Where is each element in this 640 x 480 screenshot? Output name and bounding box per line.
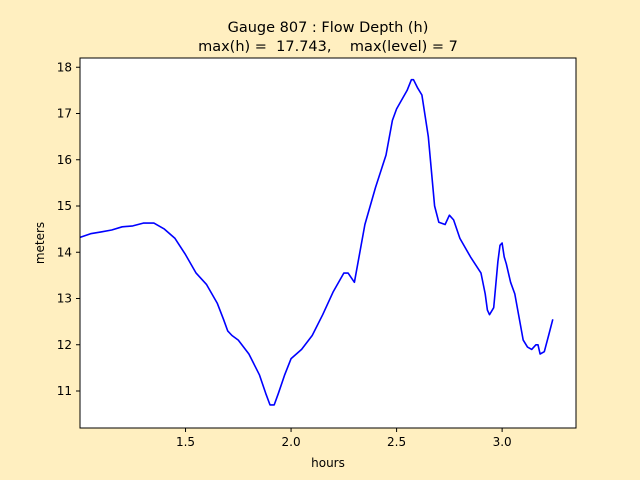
x-tick-label: 3.0	[493, 435, 512, 449]
x-axis-label: hours	[311, 456, 345, 470]
y-tick-label: 11	[57, 384, 72, 398]
x-tick-label: 2.0	[282, 435, 301, 449]
chart-title: Gauge 807 : Flow Depth (h)	[228, 20, 429, 36]
y-tick-label: 14	[57, 245, 72, 259]
plot-frame	[79, 57, 577, 429]
chart-subtitle: max(h) = 17.743, max(level) = 7	[198, 39, 458, 55]
y-tick-label: 17	[57, 107, 72, 121]
x-axis: 1.5 2.0 2.5 3.0	[176, 428, 512, 449]
y-axis: 11 12 13 14 15 16 17 18	[57, 60, 80, 398]
plot-area	[80, 58, 576, 428]
y-tick-label: 12	[57, 338, 72, 352]
series-line	[79, 78, 554, 406]
y-tick-label: 13	[57, 292, 72, 306]
y-tick-label: 15	[57, 199, 72, 213]
y-tick-label: 18	[57, 60, 72, 74]
x-tick-label: 1.5	[176, 435, 195, 449]
y-axis-label: meters	[33, 222, 47, 264]
x-tick-label: 2.5	[387, 435, 406, 449]
y-tick-label: 16	[57, 153, 72, 167]
